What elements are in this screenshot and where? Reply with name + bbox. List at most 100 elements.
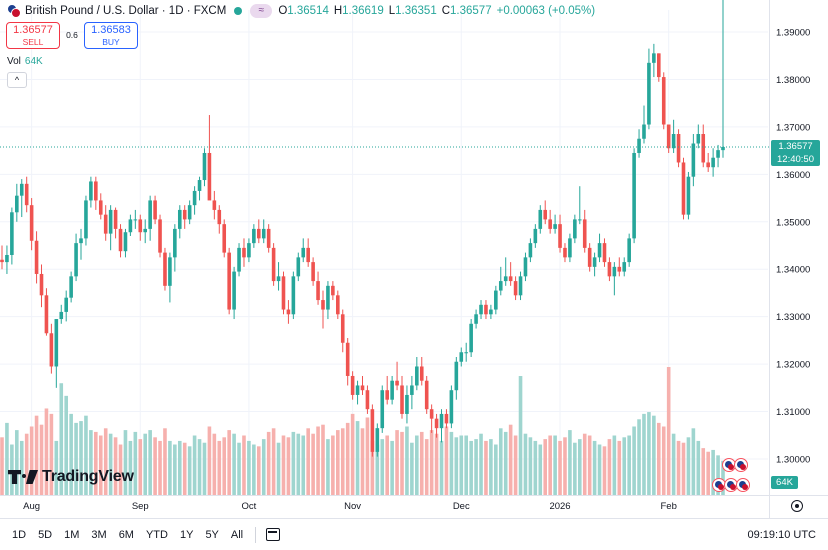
range-3m-button[interactable]: 3M <box>91 528 107 541</box>
volume-bar <box>281 435 286 495</box>
candle-body <box>577 219 582 221</box>
candle-body <box>44 295 49 334</box>
volume-label-text: Vol <box>7 56 21 67</box>
volume-bar <box>647 412 651 495</box>
candle-body <box>513 281 518 296</box>
candle-body <box>671 134 676 149</box>
volume-bar <box>74 422 78 495</box>
range-5d-button[interactable]: 5D <box>38 528 53 541</box>
symbol-title[interactable]: British Pound / U.S. Dollar · 1D · FXCM <box>25 5 227 17</box>
candle-body <box>434 418 439 429</box>
candle-body <box>568 238 572 258</box>
candle-body <box>34 240 39 274</box>
volume-bar <box>336 430 340 495</box>
volume-bar <box>138 439 143 495</box>
candle-body <box>15 195 19 213</box>
volume-bar <box>385 435 389 495</box>
economic-event-icon[interactable] <box>712 478 726 492</box>
tradingview-logo-text: TradingView <box>42 468 134 485</box>
candle-body <box>217 209 222 225</box>
range-all-button[interactable]: All <box>230 528 244 541</box>
buy-button[interactable]: 1.36583 BUY <box>84 22 138 49</box>
volume-bar <box>691 428 696 495</box>
candle-body <box>316 281 320 301</box>
data-source-icon[interactable]: ≈ <box>250 4 273 18</box>
time-tick-label: 2026 <box>549 501 570 512</box>
candle-body <box>360 385 365 391</box>
range-1d-button[interactable]: 1D <box>12 528 27 541</box>
candle-body <box>212 200 217 210</box>
candle-body <box>192 190 197 206</box>
volume-bar <box>202 442 207 495</box>
candle-body <box>340 314 345 343</box>
candle-body <box>563 247 567 258</box>
volume-bar <box>187 446 192 495</box>
candle-body <box>118 228 123 252</box>
volume-bar <box>706 451 710 495</box>
volume-bar <box>553 435 557 495</box>
volume-bar <box>321 424 325 495</box>
volume-bar <box>222 437 227 495</box>
volume-bar <box>528 437 533 495</box>
volume-bar <box>681 442 686 495</box>
volume-bar <box>217 440 222 495</box>
volume-bar <box>94 431 98 495</box>
candle-body <box>454 361 459 391</box>
volume-bar <box>355 421 360 495</box>
volume-bar <box>242 435 246 495</box>
candle-body <box>94 181 98 201</box>
candle-body <box>484 304 488 315</box>
go-to-date-calendar-icon[interactable] <box>266 528 281 541</box>
volume-indicator-label[interactable]: Vol 64K <box>7 56 43 67</box>
current-price-value: 1.36577 <box>778 141 813 152</box>
volume-bar <box>405 426 409 495</box>
volume-bar <box>177 440 182 495</box>
candle-body <box>276 276 281 282</box>
buy-price: 1.36583 <box>91 24 131 36</box>
candle-body <box>281 276 286 310</box>
tradingview-logo[interactable]: TradingView <box>8 468 134 486</box>
candle-body <box>153 200 157 220</box>
sell-button[interactable]: 1.36577 SELL <box>6 22 60 49</box>
volume-bar <box>513 435 518 495</box>
candle-body <box>518 276 523 296</box>
volume-bar <box>44 408 49 495</box>
chart-settings-icon[interactable] <box>791 500 803 512</box>
candle-body <box>306 247 310 263</box>
candle-body <box>0 259 4 263</box>
volume-bar <box>113 437 118 495</box>
volume-bar <box>454 437 459 495</box>
volume-bar <box>291 431 296 495</box>
candle-body <box>637 138 641 153</box>
range-ytd-button[interactable]: YTD <box>145 528 168 541</box>
candle-body <box>69 276 73 298</box>
candle-body <box>89 181 93 201</box>
range-1m-button[interactable]: 1M <box>64 528 80 541</box>
price-tick-label: 1.30000 <box>776 455 810 466</box>
candle-body <box>10 212 14 255</box>
volume-label-value: 64K <box>24 56 43 67</box>
collapse-indicator-button[interactable]: ^ <box>7 72 27 88</box>
economic-event-icon[interactable] <box>736 478 750 492</box>
utc-clock[interactable]: 09:19:10 UTC <box>747 528 816 541</box>
candle-body <box>558 224 562 248</box>
volume-bar <box>543 439 548 495</box>
candle-body <box>543 209 548 220</box>
range-5y-button[interactable]: 5Y <box>205 528 219 541</box>
candle-body <box>39 273 44 296</box>
volume-bar <box>434 433 439 495</box>
range-6m-button[interactable]: 6M <box>118 528 134 541</box>
range-1y-button[interactable]: 1Y <box>179 528 194 541</box>
volume-bar <box>661 426 666 495</box>
volume-bar <box>573 442 577 495</box>
low-key: L <box>388 5 396 17</box>
volume-bar <box>237 442 241 495</box>
volume-bar <box>153 437 157 495</box>
candle-body <box>98 200 103 215</box>
candle-body <box>494 290 498 310</box>
economic-event-icon[interactable] <box>734 458 748 472</box>
candle-body <box>311 262 315 282</box>
volume-bar <box>326 439 330 495</box>
volume-bar <box>271 428 276 495</box>
